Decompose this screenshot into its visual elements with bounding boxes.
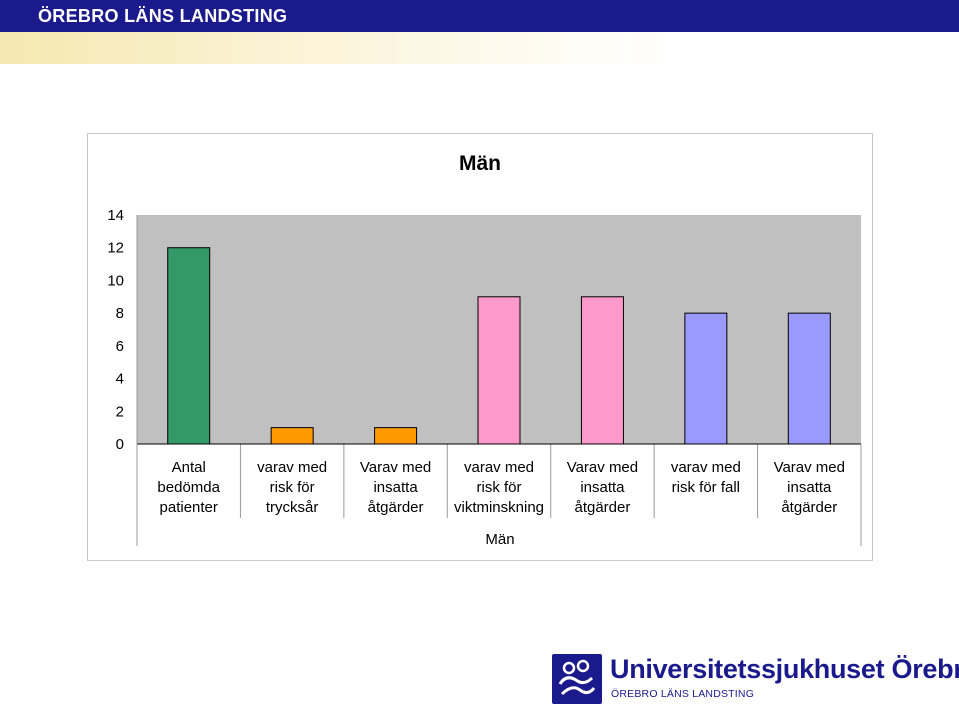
header-title: ÖREBRO LÄNS LANDSTING (38, 6, 288, 26)
x-category-label-5: åtgärder (574, 499, 630, 516)
x-category-label-7: åtgärder (781, 499, 837, 516)
x-category-label-2: varav med (257, 459, 327, 476)
x-category-label-7: Varav med (774, 459, 845, 476)
bar-2 (270, 427, 314, 445)
x-category-label-4: varav med (464, 459, 534, 476)
x-category-label-1: Antal (172, 459, 206, 476)
y-axis-ticks: 0 2 4 6 8 10 12 14 (107, 207, 124, 453)
chart-title: Män (459, 152, 501, 175)
x-category-label-3: åtgärder (368, 499, 424, 516)
y-tick-label: 10 (107, 272, 124, 289)
chart-frame: Män 0 2 4 6 8 10 12 14 Antal bedömda patienter var… (87, 133, 873, 561)
bar-6 (684, 312, 728, 445)
bar-4 (477, 296, 521, 445)
y-tick-label: 2 (116, 403, 124, 420)
x-category-label-1: bedömda (157, 479, 220, 496)
x-category-label-4: risk för (477, 479, 522, 496)
x-category-label-2: risk för (270, 479, 315, 496)
hospital-logo-icon (552, 654, 602, 704)
x-category-label-3: insatta (373, 479, 418, 496)
bar-5 (580, 296, 624, 445)
bar-3 (374, 427, 418, 445)
bar-chart: Män 0 2 4 6 8 10 12 14 Antal bedömda patienter var… (107, 152, 862, 548)
x-category-label-7: insatta (787, 479, 832, 496)
x-category-label-3: Varav med (360, 459, 431, 476)
y-tick-label: 12 (107, 240, 124, 257)
x-axis-title: Män (485, 531, 514, 548)
y-tick-label: 8 (116, 305, 124, 322)
x-category-label-5: insatta (580, 479, 625, 496)
x-category-label-2: trycksår (266, 499, 319, 516)
y-tick-label: 14 (107, 207, 124, 224)
x-category-label-6: risk för fall (672, 479, 740, 496)
x-category-label-1: patienter (160, 499, 218, 516)
header-gradient-band (0, 32, 959, 64)
x-category-label-4: viktminskning (454, 499, 544, 516)
x-axis-category-labels: Antal bedömda patienter varav med risk för tr… (157, 444, 845, 518)
bar-1 (167, 247, 211, 445)
y-tick-label: 4 (116, 371, 124, 388)
hospital-subtitle: ÖREBRO LÄNS LANDSTING (611, 688, 755, 700)
hospital-logo: Universitetssjukhuset Örebro ÖREBRO LÄNS… (552, 654, 959, 704)
x-category-label-5: Varav med (567, 459, 638, 476)
hospital-name: Universitetssjukhuset Örebro (610, 654, 959, 684)
y-tick-label: 6 (116, 338, 124, 355)
bars (167, 247, 831, 445)
y-tick-label: 0 (116, 436, 124, 453)
bar-7 (787, 312, 831, 445)
x-category-label-6: varav med (671, 459, 741, 476)
header-bar: ÖREBRO LÄNS LANDSTING (0, 0, 959, 32)
